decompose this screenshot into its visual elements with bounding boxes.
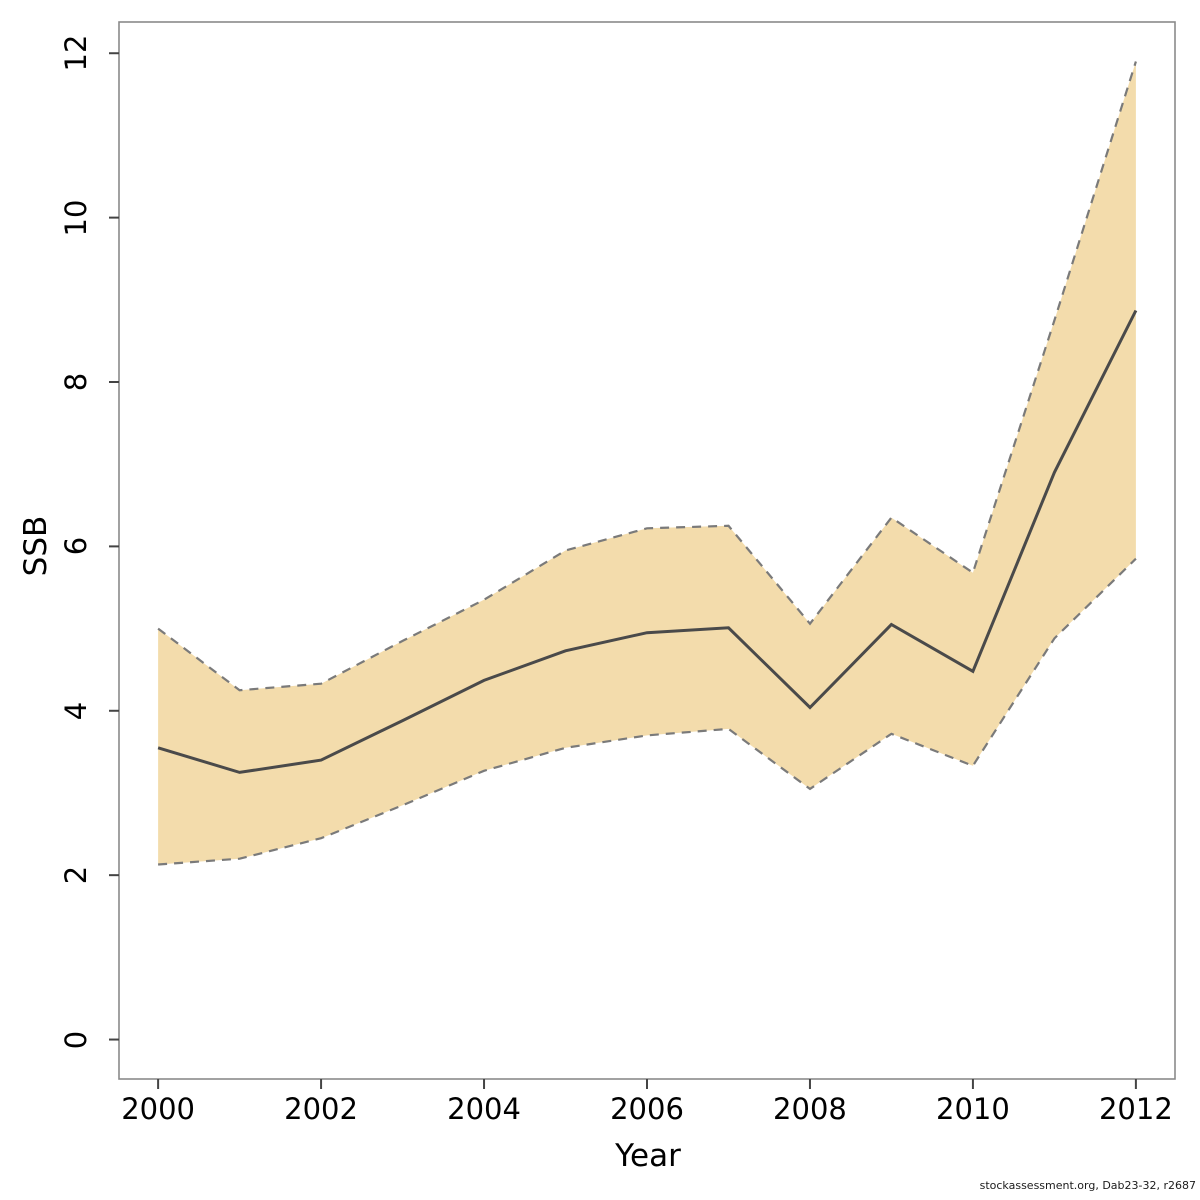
- y-tick-label: 12: [59, 34, 93, 72]
- y-tick-label: 0: [59, 1030, 93, 1049]
- ssb-estimate-line: [157, 309, 1138, 774]
- x-tick-label: 2000: [121, 1092, 196, 1126]
- confidence-band: [158, 61, 1136, 865]
- y-axis-title: SSB: [18, 515, 54, 577]
- y-tick-label: 6: [59, 537, 93, 556]
- ci-upper-line: [157, 61, 1137, 692]
- ci-lower-line: [158, 557, 1137, 866]
- watermark-text: stockassessment.org, Dab23-32, r2687: [979, 1179, 1196, 1192]
- y-tick-label: 10: [59, 199, 93, 237]
- x-tick-label: 2002: [284, 1092, 358, 1126]
- x-tick-label: 2010: [936, 1092, 1010, 1126]
- y-tick-label: 2: [59, 865, 93, 885]
- x-tick-label: 2012: [1098, 1092, 1173, 1126]
- x-tick-label: 2008: [773, 1092, 847, 1126]
- x-axis-title: Year: [615, 1138, 681, 1174]
- x-tick-label: 2006: [610, 1092, 684, 1126]
- y-tick-label: 8: [59, 372, 93, 392]
- y-tick-label: 4: [59, 701, 93, 720]
- x-tick-label: 2004: [447, 1092, 521, 1126]
